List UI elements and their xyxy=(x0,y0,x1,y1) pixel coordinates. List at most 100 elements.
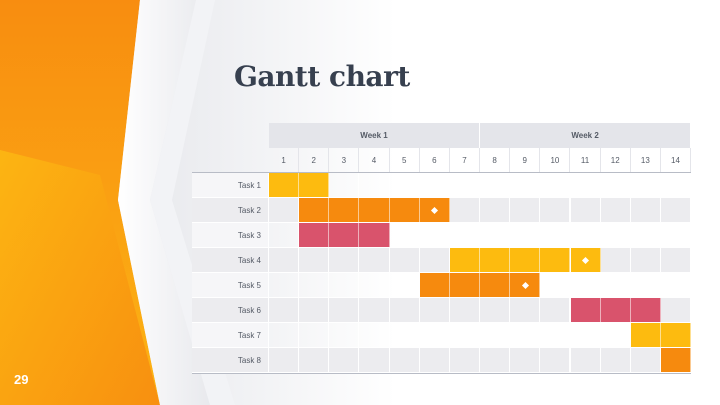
grid-cell xyxy=(299,273,330,298)
slide-title: Gantt chart xyxy=(234,60,410,93)
grid-cell xyxy=(419,348,450,373)
task-bar xyxy=(449,273,481,297)
task-bar xyxy=(269,173,300,197)
grid-cell xyxy=(540,348,571,373)
task-bar xyxy=(630,323,661,347)
task-label: Task 5 xyxy=(237,281,261,290)
grid-cell xyxy=(600,323,631,348)
grid-cell xyxy=(540,223,571,248)
grid-cell xyxy=(449,198,481,223)
grid-cell xyxy=(329,323,360,348)
grid-cell xyxy=(540,273,571,298)
task-row-bg xyxy=(192,223,269,248)
grid-cell xyxy=(570,223,601,248)
grid-cell xyxy=(329,273,360,298)
day-header: 1 xyxy=(269,148,300,173)
grid-cell xyxy=(660,248,692,273)
grid-cell xyxy=(660,223,692,248)
grid-cell xyxy=(600,223,631,248)
grid-cell xyxy=(600,348,631,373)
grid-cell xyxy=(510,323,541,348)
task-row-bg xyxy=(192,173,269,198)
grid-cell xyxy=(660,298,692,323)
day-header: 9 xyxy=(510,148,541,173)
grid-cell xyxy=(449,348,481,373)
day-header: 5 xyxy=(390,148,420,173)
task-label: Task 1 xyxy=(237,181,261,190)
grid-cell xyxy=(389,223,420,248)
header-rule xyxy=(192,172,692,173)
grid-cell xyxy=(419,173,450,198)
grid-cell xyxy=(359,323,390,348)
grid-cell xyxy=(269,248,300,273)
day-header: 14 xyxy=(661,148,692,173)
grid-cell xyxy=(630,223,661,248)
grid-cell xyxy=(299,323,330,348)
grid-cell xyxy=(419,248,450,273)
task-bar xyxy=(660,323,692,347)
grid-cell xyxy=(329,248,360,273)
grid-cell xyxy=(510,298,541,323)
grid-cell xyxy=(449,298,481,323)
week-header: Week 1 xyxy=(269,123,481,148)
task-row-bg xyxy=(192,298,269,323)
grid-cell xyxy=(570,173,601,198)
grid-cell xyxy=(359,248,390,273)
task-bar xyxy=(359,198,390,222)
day-header: 8 xyxy=(480,148,511,173)
grid-cell xyxy=(269,348,300,373)
grid-cell xyxy=(299,248,330,273)
day-header: 10 xyxy=(540,148,571,173)
task-bar xyxy=(540,248,571,272)
day-header: 7 xyxy=(450,148,481,173)
task-bar xyxy=(660,348,692,372)
grid-cell xyxy=(570,348,601,373)
task-bar xyxy=(600,298,631,322)
grid-cell xyxy=(480,348,511,373)
task-bar xyxy=(419,273,450,297)
grid-cell xyxy=(510,348,541,373)
grid-cell xyxy=(359,348,390,373)
grid-cell xyxy=(389,173,420,198)
grid-cell xyxy=(540,323,571,348)
grid-cell xyxy=(480,198,511,223)
grid-cell xyxy=(449,173,481,198)
task-label: Task 6 xyxy=(237,306,261,315)
day-header: 11 xyxy=(571,148,601,173)
task-bar xyxy=(449,248,481,272)
day-header: 2 xyxy=(299,148,330,173)
task-bar xyxy=(329,198,360,222)
grid-cell xyxy=(419,323,450,348)
task-label: Task 4 xyxy=(237,256,261,265)
grid-cell xyxy=(540,298,571,323)
day-header: 12 xyxy=(601,148,631,173)
grid-cell xyxy=(630,198,661,223)
grid-cell xyxy=(630,248,661,273)
task-bar xyxy=(480,248,511,272)
grid-cell xyxy=(660,273,692,298)
task-bar xyxy=(510,248,541,272)
day-header: 13 xyxy=(631,148,661,173)
grid-cell xyxy=(570,323,601,348)
task-row-bg xyxy=(192,248,269,273)
grid-cell xyxy=(359,298,390,323)
grid-cell xyxy=(600,273,631,298)
grid-cell xyxy=(269,273,300,298)
day-header: 3 xyxy=(329,148,360,173)
grid-cell xyxy=(389,248,420,273)
grid-cell xyxy=(600,198,631,223)
task-bar xyxy=(329,223,360,247)
grid-cell xyxy=(389,273,420,298)
grid-cell xyxy=(329,348,360,373)
grid-cell xyxy=(389,298,420,323)
grid-cell xyxy=(269,298,300,323)
grid-cell xyxy=(389,323,420,348)
task-bar xyxy=(299,223,330,247)
task-row-bg xyxy=(192,273,269,298)
grid-cell xyxy=(359,273,390,298)
grid-cell xyxy=(329,173,360,198)
task-row-bg xyxy=(192,198,269,223)
grid-cell xyxy=(269,323,300,348)
